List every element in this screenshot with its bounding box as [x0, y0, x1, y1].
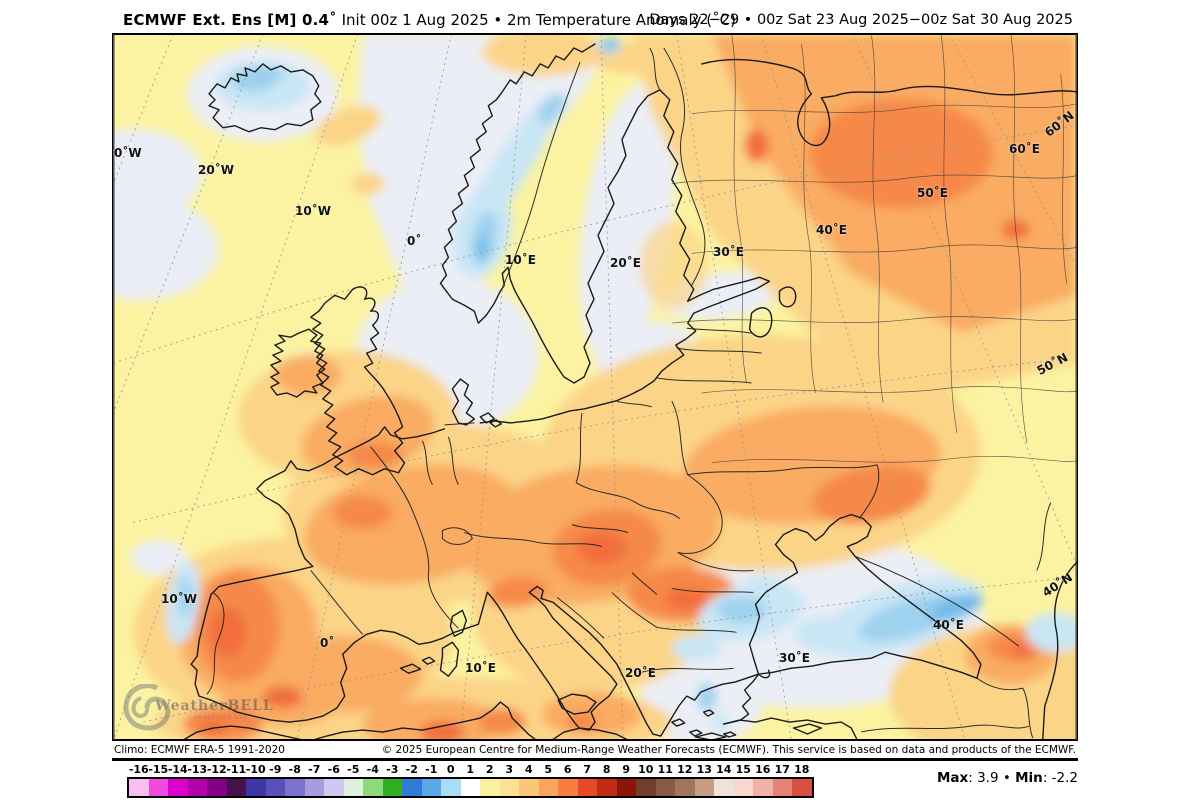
colorbar-tick-label: -14 — [167, 763, 188, 776]
colorbar-tick-label: 18 — [794, 763, 810, 776]
colorbar-cell: 8 — [597, 763, 617, 796]
colorbar-cell: 2 — [480, 763, 500, 796]
map-valid-period: Days 22−29 • 00z Sat 23 Aug 2025−00z Sat… — [649, 12, 1073, 28]
colorbar-tick-label: -1 — [425, 763, 438, 776]
colorbar-cell: 13 — [694, 763, 714, 796]
colorbar-cell: 12 — [675, 763, 695, 796]
colorbar-cell: 9 — [616, 763, 636, 796]
colorbar-cell: 1 — [460, 763, 480, 796]
colorbar-tick-label: 1 — [466, 763, 475, 776]
colorbar-tick-label: -7 — [308, 763, 321, 776]
colorbar-cell: 17 — [772, 763, 792, 796]
colorbar-cell: 7 — [577, 763, 597, 796]
colorbar-cell: -15 — [148, 763, 168, 796]
colorbar-tick-label: 4 — [524, 763, 533, 776]
watermark-name: WeatherBELL — [155, 698, 274, 714]
colorbar-cell: -4 — [363, 763, 383, 796]
colorbar: -16 -15 -14 -13 -12 -11 -10 -9 -8 -7 -6 -5 -4 -3 -2 -1 0… — [127, 763, 814, 798]
colorbar-tick-label: 10 — [638, 763, 654, 776]
colorbar-cell: -8 — [285, 763, 305, 796]
colorbar-tick-label: 2 — [485, 763, 494, 776]
colorbar-tick-label: -4 — [366, 763, 379, 776]
colorbar-tick-label: 16 — [755, 763, 771, 776]
colorbar-tick-label: 6 — [563, 763, 572, 776]
weather-map: 0˚W 20˚W 10˚W 0˚ 10˚E 20˚E 30˚E 40˚E 50˚E 60˚E 60˚… — [112, 33, 1078, 741]
colorbar-cell: -16 — [129, 763, 149, 796]
colorbar-cell: 10 — [636, 763, 656, 796]
colorbar-tick-label: -16 — [128, 763, 149, 776]
map-image — [113, 34, 1077, 740]
colorbar-cell: -14 — [168, 763, 188, 796]
weatherbell-watermark: WeatherBELL ANALYTICS LLC — [121, 684, 274, 732]
watermark-sub: ANALYTICS LLC — [193, 715, 249, 721]
colorbar-tick-label: 17 — [774, 763, 790, 776]
colorbar-cell: -7 — [304, 763, 324, 796]
colorbar-tick-label: 13 — [696, 763, 712, 776]
colorbar-cell: -10 — [246, 763, 266, 796]
colorbar-tick-label: -12 — [206, 763, 227, 776]
colorbar-cell: -2 — [402, 763, 422, 796]
colorbar-cell: 14 — [714, 763, 734, 796]
colorbar-tick-label: -6 — [327, 763, 340, 776]
colorbar-cell: -1 — [421, 763, 441, 796]
map-title: ECMWF Ext. Ens [M] 0.4˚ Init 00z 1 Aug 2… — [123, 11, 736, 29]
colorbar-cell: -3 — [382, 763, 402, 796]
copyright-note: © 2025 European Centre for Medium-Range … — [381, 744, 1076, 756]
colorbar-tick-label: 0 — [446, 763, 455, 776]
colorbar-tick-label: 12 — [677, 763, 693, 776]
colorbar-tick-label: -15 — [148, 763, 169, 776]
colorbar-cell: 6 — [558, 763, 578, 796]
colorbar-tick-label: 14 — [716, 763, 732, 776]
colorbar-tick-label: 3 — [505, 763, 514, 776]
map-title-variable: Init 00z 1 Aug 2025 • 2m Temperature Ano… — [336, 11, 736, 29]
colorbar-tick-label: -5 — [347, 763, 360, 776]
colorbar-cell: -9 — [265, 763, 285, 796]
colorbar-cell: 3 — [499, 763, 519, 796]
colorbar-cell: -5 — [343, 763, 363, 796]
colorbar-tick-label: 7 — [583, 763, 592, 776]
colorbar-tick-label: 11 — [657, 763, 673, 776]
map-title-model: ECMWF Ext. Ens [M] 0.4˚ — [123, 11, 337, 29]
colorbar-cell: -11 — [226, 763, 246, 796]
max-label: Max — [936, 770, 969, 786]
colorbar-cell: 5 — [538, 763, 558, 796]
colorbar-tick-label: 8 — [602, 763, 611, 776]
climo-note: Climo: ECMWF ERA-5 1991-2020 — [114, 744, 285, 756]
colorbar-tick-label: -10 — [245, 763, 266, 776]
colorbar-tick-label: -9 — [269, 763, 282, 776]
colorbar-cell: 16 — [753, 763, 773, 796]
colorbar-tick-label: 15 — [735, 763, 751, 776]
colorbar-cell: 18 — [792, 763, 812, 796]
max-value: 3.9 — [977, 770, 999, 786]
colorbar-cell: 4 — [519, 763, 539, 796]
colorbar-cell: -6 — [324, 763, 344, 796]
colorbar-cell: -12 — [207, 763, 227, 796]
colorbar-tick-label: -13 — [187, 763, 208, 776]
colorbar-tick-label: 5 — [544, 763, 553, 776]
colorbar-cell: -13 — [187, 763, 207, 796]
colorbar-tick-label: -2 — [405, 763, 418, 776]
colorbar-cell: 0 — [441, 763, 461, 796]
min-label: Min — [1015, 770, 1043, 786]
colorbar-tick-label: -8 — [288, 763, 301, 776]
colorbar-tick-label: -11 — [226, 763, 247, 776]
max-min-stats: Max: 3.9 • Min: -2.2 — [936, 770, 1078, 786]
min-value: -2.2 — [1051, 770, 1078, 786]
colorbar-tick-label: 9 — [622, 763, 631, 776]
colorbar-cell: 15 — [733, 763, 753, 796]
weatherbell-logo-icon — [123, 684, 171, 731]
colorbar-cell: 11 — [655, 763, 675, 796]
colorbar-tick-label: -3 — [386, 763, 399, 776]
attribution-bar: Climo: ECMWF ERA-5 1991-2020 © 2025 Euro… — [112, 742, 1078, 761]
